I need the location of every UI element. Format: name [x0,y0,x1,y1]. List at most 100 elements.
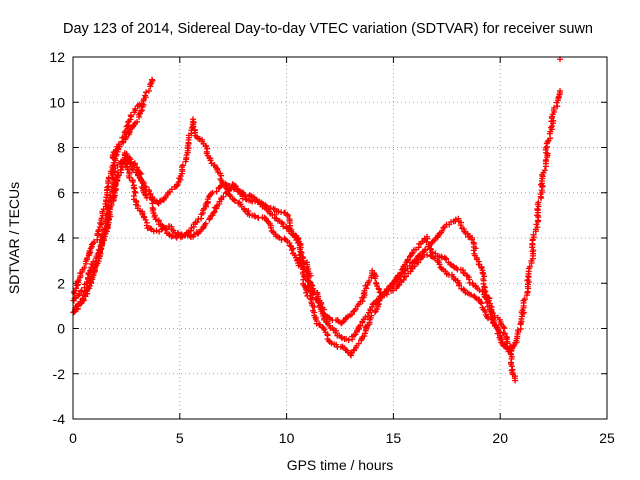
data-point [98,215,105,222]
data-point [95,226,102,233]
data-point [79,295,86,302]
data-point [436,261,443,268]
data-point [190,123,197,130]
data-point [207,157,214,164]
data-point [209,189,216,196]
data-point [311,303,318,310]
chart-title: Day 123 of 2014, Sidereal Day-to-day VTE… [63,21,593,37]
y-tick-label: 0 [57,321,65,337]
data-point [267,224,274,231]
data-point [299,253,306,260]
data-point [147,81,154,88]
y-tick-label: 2 [57,275,65,291]
data-point [140,180,147,187]
data-point [114,161,121,168]
data-point [104,184,111,191]
data-point [121,129,128,136]
data-point [179,162,186,169]
data-point [309,282,316,289]
data-point [530,231,537,238]
data-point [501,330,508,337]
data-point [179,233,186,240]
data-point [456,282,463,289]
data-point [73,285,80,292]
data-point [252,213,259,220]
data-point [478,300,485,307]
data-point [467,291,474,298]
data-point [71,308,78,315]
data-point [470,247,477,254]
data-point [526,263,533,270]
data-point [375,297,382,304]
data-point [472,294,479,301]
data-point [109,152,116,159]
data-point [557,87,564,94]
x-tick-label: 20 [492,430,508,446]
data-point [141,183,148,190]
data-point [136,175,143,182]
data-point [442,256,449,263]
data-point [422,246,429,253]
data-point [138,107,145,114]
data-point [189,116,196,123]
data-point [288,247,295,254]
data-point [479,269,486,276]
data-point [345,337,352,344]
data-point [485,297,492,304]
data-point [213,188,220,195]
data-point [303,289,310,296]
data-point [111,162,118,169]
data-point [512,377,519,384]
data-point [145,87,152,94]
data-point [201,221,208,228]
data-point [99,230,106,237]
data-point [245,207,252,214]
data-point [93,254,100,261]
data-point [129,178,136,185]
data-point [439,227,446,234]
data-point [218,172,225,179]
data-point [230,196,237,203]
data-point [153,227,160,234]
data-point [142,92,149,99]
y-tick-label: -4 [53,411,66,427]
data-point [131,188,138,195]
data-point [135,111,142,118]
data-point [372,275,379,282]
data-point [318,300,325,307]
data-point [147,225,154,232]
data-point [391,278,398,285]
data-point [120,134,127,141]
data-point [242,195,249,202]
data-point [521,296,528,303]
data-point [383,291,390,298]
data-point [551,104,558,111]
data-point [103,212,110,219]
data-point [364,313,371,320]
data-point [547,124,554,131]
data-point [281,235,288,242]
data-point [150,228,157,235]
data-point [187,232,194,239]
data-point [114,172,121,179]
data-point [81,264,88,271]
data-point [126,174,133,181]
data-point [220,193,227,200]
y-tick-label: 4 [57,230,65,246]
data-point [305,273,312,280]
data-point [150,197,157,204]
data-point [480,280,487,287]
grid-lines [73,57,607,419]
data-point [294,234,301,241]
data-point [543,156,550,163]
data-point [84,278,91,285]
data-point [391,277,398,284]
data-point [85,270,92,277]
x-tick-label: 15 [386,430,402,446]
data-point [338,333,345,340]
data-point [194,219,201,226]
data-point [117,166,124,173]
data-point [132,189,139,196]
data-point [74,278,81,285]
